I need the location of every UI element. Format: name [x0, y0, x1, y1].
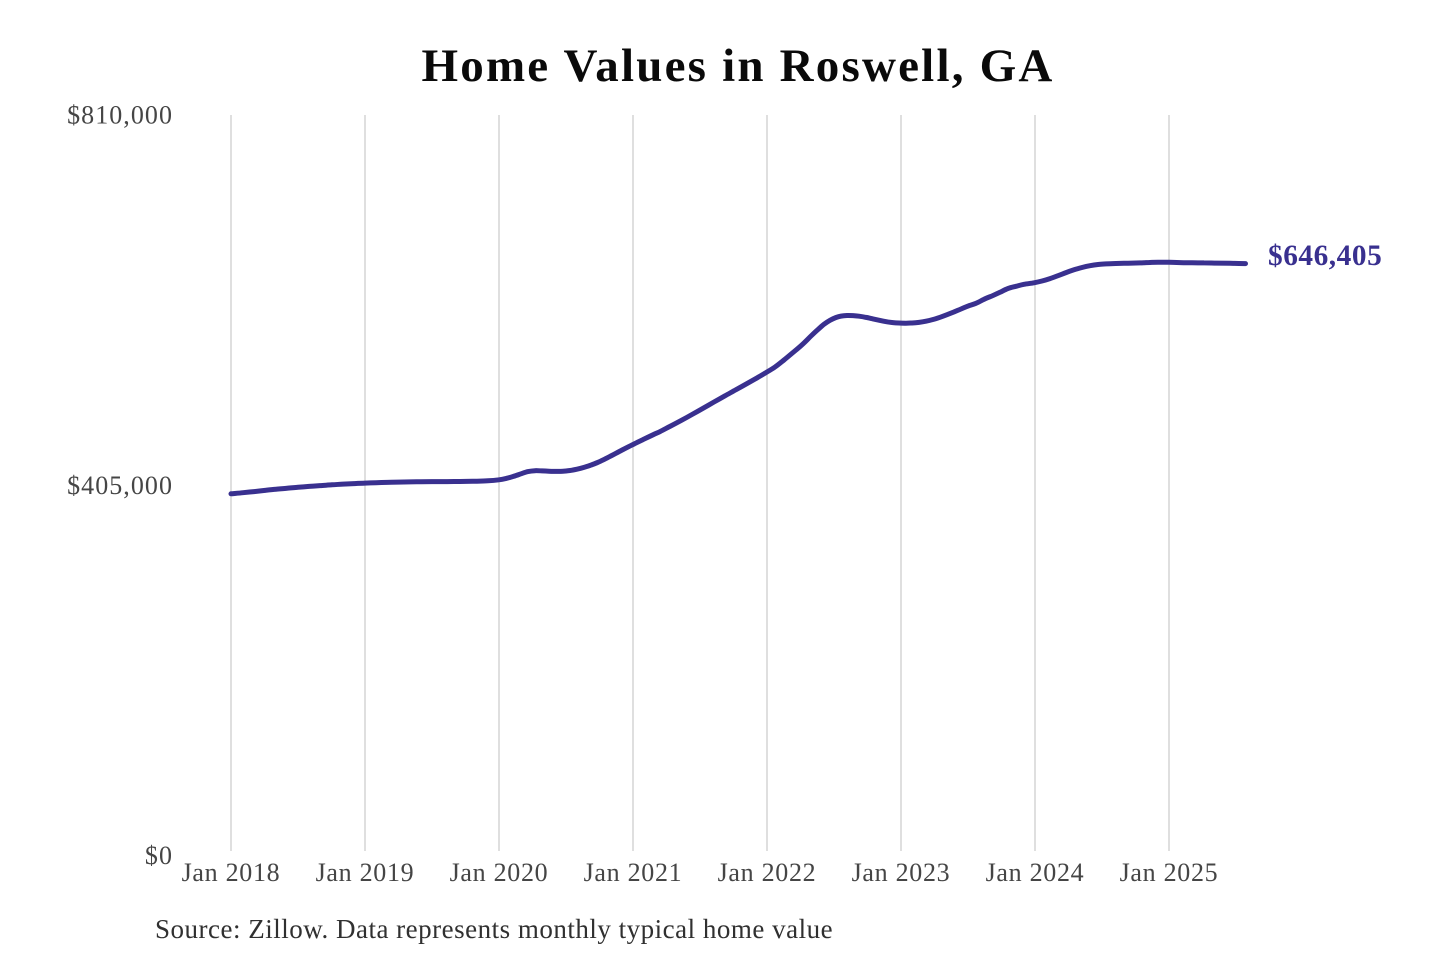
- svg-text:$810,000: $810,000: [67, 101, 173, 130]
- svg-text:$646,405: $646,405: [1268, 240, 1382, 272]
- svg-text:$405,000: $405,000: [67, 471, 173, 500]
- svg-text:Jan 2025: Jan 2025: [1120, 858, 1219, 887]
- svg-text:Home Values in Roswell, GA: Home Values in Roswell, GA: [422, 40, 1055, 92]
- svg-text:Jan 2023: Jan 2023: [852, 858, 951, 887]
- svg-text:Jan 2020: Jan 2020: [450, 858, 549, 887]
- svg-text:Jan 2021: Jan 2021: [584, 858, 683, 887]
- svg-text:Jan 2019: Jan 2019: [316, 858, 415, 887]
- svg-text:Jan 2024: Jan 2024: [986, 858, 1085, 887]
- svg-text:Jan 2022: Jan 2022: [718, 858, 817, 887]
- svg-text:Source: Zillow. Data represent: Source: Zillow. Data represents monthly …: [155, 914, 833, 944]
- svg-text:$0: $0: [145, 841, 173, 870]
- svg-text:Jan 2018: Jan 2018: [182, 858, 281, 887]
